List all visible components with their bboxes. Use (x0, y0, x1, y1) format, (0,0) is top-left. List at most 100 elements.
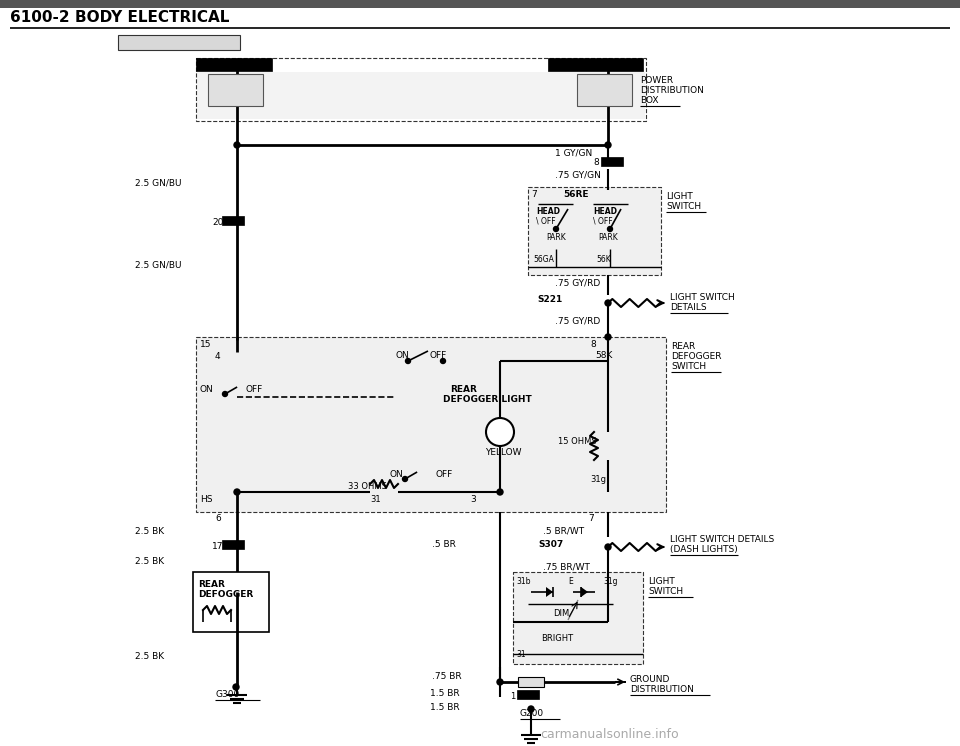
Text: OFF: OFF (430, 351, 447, 360)
Text: .75 GY/GN: .75 GY/GN (555, 170, 601, 179)
Text: 20: 20 (212, 218, 224, 227)
Text: \ OFF: \ OFF (536, 217, 556, 226)
Bar (193, 572, 269, 632)
Text: DIM: DIM (553, 609, 569, 618)
Text: PARK: PARK (546, 233, 565, 242)
Text: REAR: REAR (671, 342, 695, 351)
Text: DEFOGGER: DEFOGGER (198, 590, 253, 599)
Text: G200: G200 (520, 709, 544, 718)
Circle shape (605, 334, 611, 340)
Text: 1 GY/GN: 1 GY/GN (555, 148, 592, 157)
Text: 56K: 56K (596, 255, 611, 264)
Text: BOX: BOX (640, 96, 659, 105)
Text: LIGHT: LIGHT (648, 577, 675, 586)
Circle shape (554, 227, 559, 231)
Text: 2.5 AMP: 2.5 AMP (580, 87, 616, 96)
Text: 58K: 58K (595, 351, 612, 360)
Bar (208, 74, 263, 106)
Text: REAR: REAR (450, 385, 477, 394)
Circle shape (233, 684, 239, 690)
Text: 2.5 BK: 2.5 BK (135, 557, 164, 566)
Text: 2.5 GN/BU: 2.5 GN/BU (135, 178, 181, 187)
Bar (196, 337, 666, 512)
Text: 15: 15 (200, 340, 211, 349)
Text: SWITCH: SWITCH (648, 587, 684, 596)
Text: 3: 3 (470, 495, 476, 504)
Text: 7: 7 (531, 190, 537, 199)
Circle shape (223, 392, 228, 397)
Bar (196, 58, 272, 71)
Text: FUSE 23: FUSE 23 (580, 76, 622, 85)
Text: S221: S221 (537, 295, 563, 304)
Bar (517, 690, 539, 699)
Circle shape (402, 477, 407, 481)
Text: ON: ON (395, 351, 409, 360)
Text: 8: 8 (593, 158, 599, 167)
Text: 4: 4 (215, 352, 221, 361)
Bar (197, 72, 645, 119)
Circle shape (605, 142, 611, 148)
Text: 2.5 BK: 2.5 BK (135, 527, 164, 536)
Text: carmanualsonline.info: carmanualsonline.info (540, 728, 679, 741)
Text: OFF: OFF (245, 385, 262, 394)
Bar (528, 187, 661, 275)
Circle shape (486, 418, 514, 446)
Circle shape (497, 679, 503, 685)
Bar (197, 338, 665, 511)
Bar (0, 0, 960, 8)
Text: 7: 7 (588, 514, 593, 523)
Text: C103: C103 (602, 158, 620, 164)
Text: DEFOGGER: DEFOGGER (671, 352, 722, 361)
Text: 1.5 BR: 1.5 BR (430, 703, 460, 712)
Text: 31: 31 (370, 495, 380, 504)
Bar (513, 572, 643, 664)
Text: HOT AT ALL TIMES: HOT AT ALL TIMES (552, 59, 637, 68)
Text: YELLOW: YELLOW (485, 448, 521, 457)
Text: SWITCH: SWITCH (671, 362, 707, 371)
Text: 30 AMP: 30 AMP (211, 87, 245, 96)
Text: C103: C103 (223, 217, 241, 223)
Text: S307: S307 (538, 540, 564, 549)
Text: .5 BR/WT: .5 BR/WT (543, 527, 584, 536)
Text: REAR: REAR (198, 580, 225, 589)
Text: 17: 17 (212, 542, 224, 551)
Text: 1: 1 (510, 692, 516, 701)
Text: 31: 31 (516, 650, 526, 659)
Text: 31g: 31g (603, 577, 617, 586)
Text: .75 GY/RD: .75 GY/RD (555, 317, 600, 326)
Circle shape (528, 706, 534, 712)
Text: LIGHT SWITCH DETAILS: LIGHT SWITCH DETAILS (670, 535, 775, 544)
Text: .5 BR: .5 BR (432, 540, 456, 549)
Circle shape (608, 227, 612, 231)
Text: G300: G300 (215, 690, 239, 699)
Text: HEAD: HEAD (593, 207, 617, 216)
Text: .75 GY/RD: .75 GY/RD (555, 278, 600, 287)
Text: C103: C103 (223, 541, 241, 547)
Bar (518, 677, 544, 687)
Text: 31g: 31g (590, 475, 606, 484)
Bar (577, 74, 632, 106)
Text: FUSE 8: FUSE 8 (211, 76, 247, 85)
Bar (196, 58, 646, 121)
Text: BODY ELECTRICAL: BODY ELECTRICAL (75, 10, 229, 25)
Bar (222, 540, 244, 549)
Text: 33 OHMS: 33 OHMS (348, 482, 387, 491)
Text: 6: 6 (215, 514, 221, 523)
Text: HOT IN RUN: HOT IN RUN (200, 59, 255, 68)
Text: C103: C103 (518, 691, 537, 697)
Polygon shape (546, 587, 553, 597)
Text: 2.5 GN/BU: 2.5 GN/BU (135, 260, 181, 269)
Text: LIGHT SWITCH: LIGHT SWITCH (670, 293, 734, 302)
Bar (548, 58, 643, 71)
Text: SWITCH: SWITCH (666, 202, 701, 211)
Bar (222, 216, 244, 225)
Text: LIGHT: LIGHT (666, 192, 693, 201)
Text: REAR DEFOGGER: REAR DEFOGGER (122, 37, 234, 50)
Text: DEFOGGER LIGHT: DEFOGGER LIGHT (443, 395, 532, 404)
Circle shape (605, 544, 611, 550)
Text: .75 BR/WT: .75 BR/WT (543, 562, 589, 571)
Text: \ OFF: \ OFF (593, 217, 612, 226)
Text: 6100-2: 6100-2 (10, 10, 70, 25)
Circle shape (497, 489, 503, 495)
Text: POWER: POWER (640, 76, 673, 85)
